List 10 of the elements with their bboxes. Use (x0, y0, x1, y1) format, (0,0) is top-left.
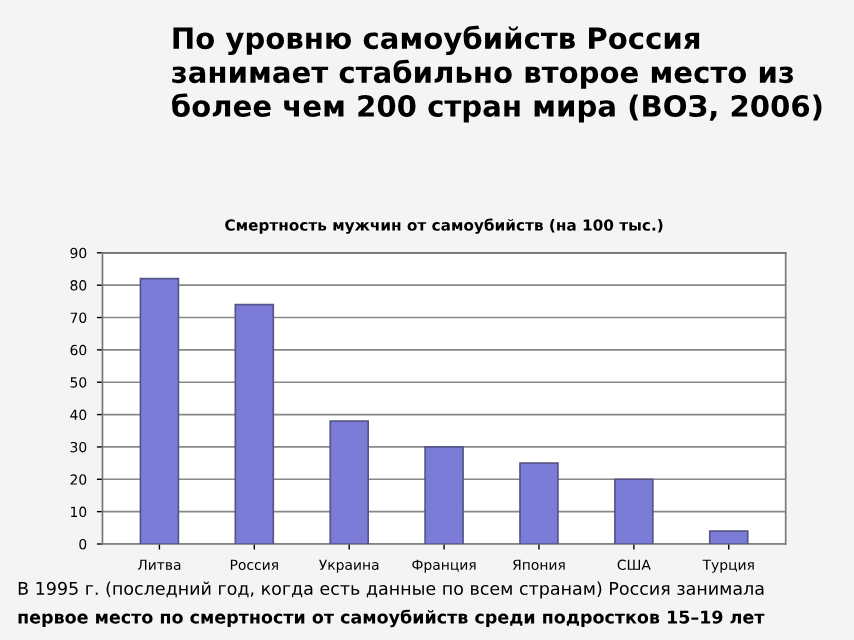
bar (519, 462, 559, 544)
text: В 1995 г. (последний год, когда есть данные по всем странам) Россия занимала (18, 581, 764, 599)
bar (708, 530, 749, 544)
text: первое место по смертности от самоубийств среди подростков 15–19 лет (18, 609, 765, 628)
bar (234, 303, 275, 544)
bar (139, 277, 180, 544)
bar (329, 420, 370, 544)
bar (424, 446, 464, 544)
bar (614, 478, 654, 544)
chart-title: По уровню самоубийств Россия занимает стабильно второе место из более чем 200 стран мира (ВОЗ, 2006) (172, 25, 822, 123)
